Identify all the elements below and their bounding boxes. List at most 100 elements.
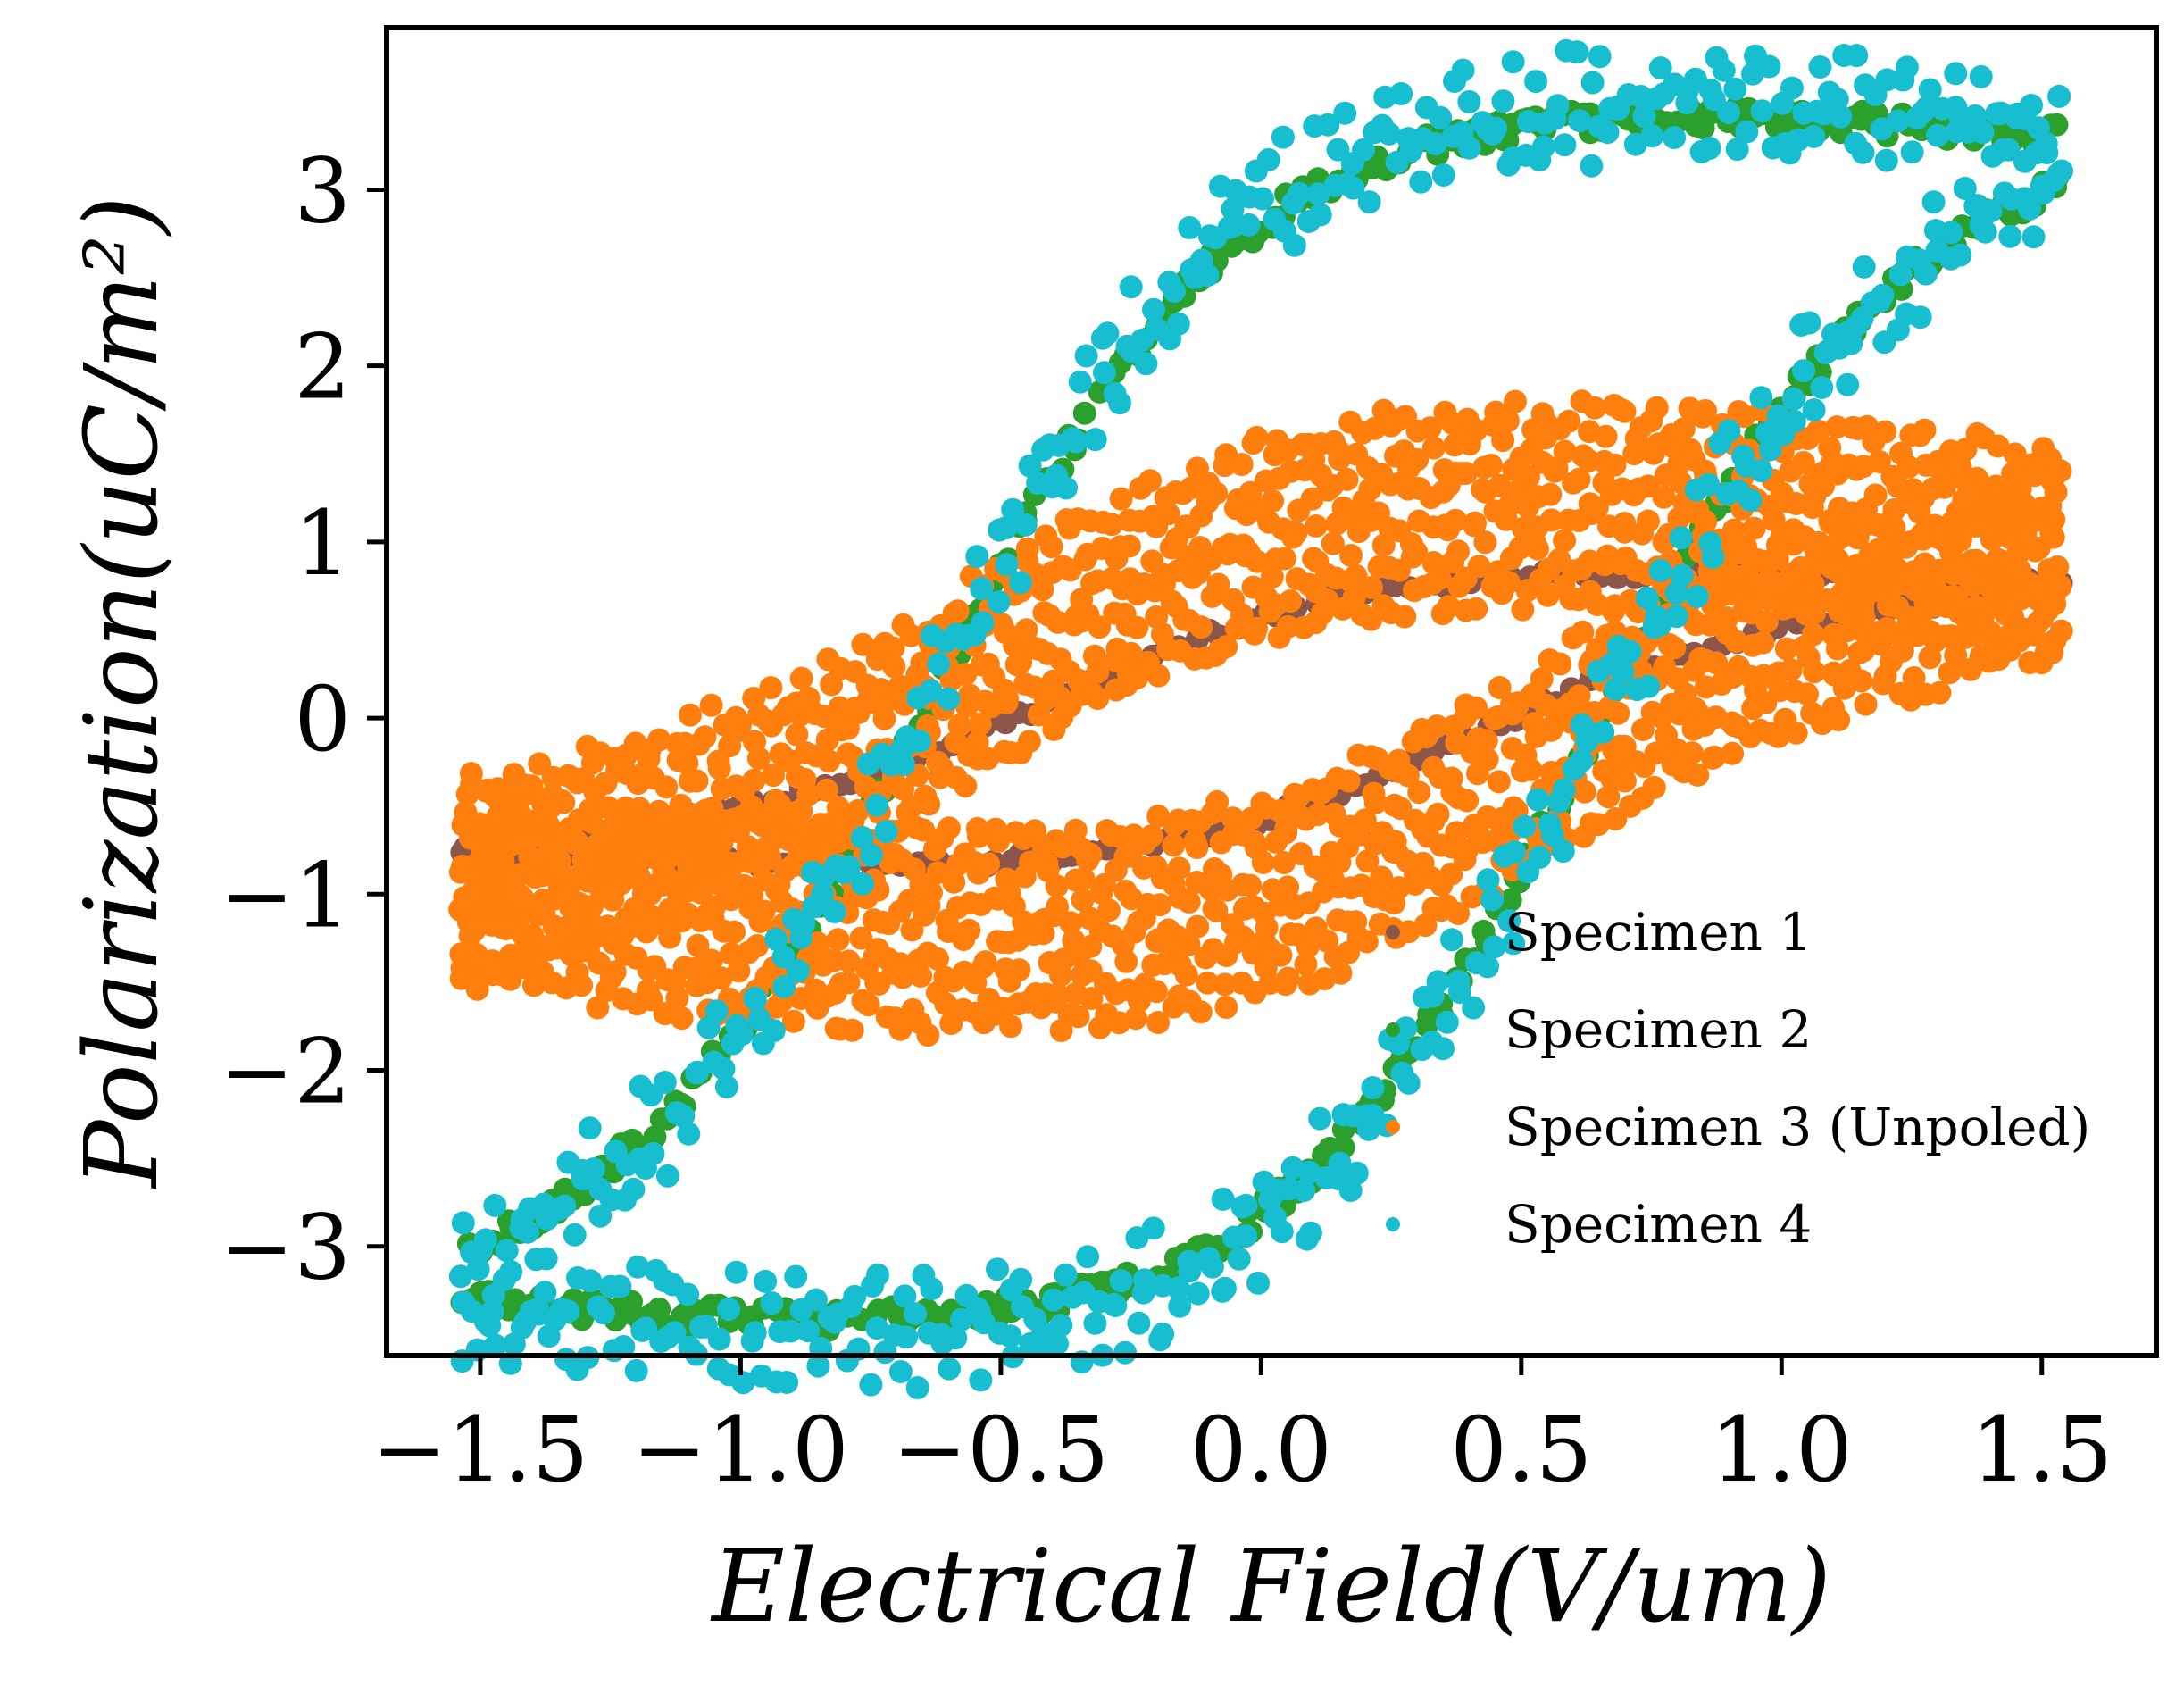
data-point [663, 1321, 687, 1345]
data-point [559, 943, 583, 967]
data-point [1446, 902, 1471, 925]
data-point [1954, 625, 1978, 649]
data-point [775, 1371, 799, 1394]
data-point [784, 1264, 808, 1289]
data-point [1606, 701, 1630, 725]
data-point [685, 1061, 709, 1085]
data-point [1423, 131, 1447, 155]
y-tick-label: 1 [294, 491, 351, 596]
data-point [670, 1006, 694, 1031]
data-point [1717, 419, 1741, 443]
data-point [729, 1022, 754, 1047]
data-point [1451, 58, 1475, 82]
y-axis-label: Polarization(uC/m²) [64, 196, 180, 1189]
data-point [1086, 660, 1110, 684]
x-tick-label: 1.5 [1971, 1398, 2113, 1502]
data-point [1435, 1010, 1459, 1034]
data-point [1480, 888, 1504, 912]
data-point [1109, 487, 1133, 511]
data-point [731, 1371, 755, 1395]
data-point [1134, 352, 1158, 376]
data-point [946, 599, 970, 623]
data-point [707, 1327, 731, 1351]
data-point [999, 1014, 1023, 1039]
data-point [1464, 597, 1488, 621]
data-point [1948, 529, 1972, 552]
data-point [743, 986, 767, 1010]
data-point [624, 1358, 648, 1382]
data-point [1234, 1193, 1258, 1217]
data-point [1792, 359, 1816, 383]
data-point [859, 1373, 883, 1397]
data-point [1227, 1247, 1251, 1271]
data-point [1586, 813, 1610, 837]
data-point [904, 1302, 927, 1326]
data-point [758, 847, 782, 871]
data-point [1196, 971, 1220, 995]
data-point [1288, 181, 1311, 205]
data-point [781, 1009, 805, 1033]
data-point [578, 1116, 602, 1140]
data-point [1205, 481, 1229, 505]
data-point [621, 1177, 646, 1201]
data-point [1394, 1016, 1418, 1040]
data-point [895, 1325, 919, 1349]
data-point [654, 775, 679, 799]
data-point [676, 902, 699, 926]
data-point [1200, 1255, 1224, 1279]
data-point [1030, 578, 1054, 602]
data-point [1652, 485, 1676, 509]
data-point [1341, 176, 1365, 200]
data-point [1304, 514, 1328, 538]
data-point [998, 1324, 1022, 1348]
data-point [811, 882, 835, 906]
data-point [1784, 721, 1808, 745]
data-point [976, 652, 1000, 676]
data-point [449, 966, 473, 990]
data-point [1735, 120, 1759, 144]
data-point [1271, 125, 1295, 149]
data-point [865, 793, 889, 817]
data-point [1902, 666, 1926, 689]
data-point [1268, 799, 1292, 822]
data-point [986, 1257, 1009, 1281]
y-tick-label: 0 [294, 667, 351, 772]
data-point [1339, 544, 1363, 567]
data-point [1205, 789, 1230, 814]
data-point [1953, 469, 1977, 493]
data-point [1948, 243, 1972, 267]
series-3 [448, 389, 2073, 1047]
data-point [1551, 839, 1575, 864]
data-point [1896, 455, 1921, 479]
data-point [1333, 101, 1357, 125]
data-point [520, 774, 544, 798]
data-point [837, 949, 861, 973]
data-point [2022, 463, 2046, 488]
data-point [927, 652, 951, 676]
data-point [1421, 436, 1446, 460]
data-point [917, 792, 941, 816]
y-tick-label: −3 [220, 1196, 351, 1300]
data-point [1337, 769, 1361, 793]
data-point [1246, 1271, 1270, 1295]
data-point [1109, 1269, 1133, 1293]
data-point [1079, 842, 1103, 866]
data-point [1119, 275, 1143, 299]
data-point [1455, 789, 1480, 813]
data-point [1497, 909, 1521, 933]
data-point [1168, 1294, 1192, 1318]
data-point [1808, 55, 1832, 79]
x-tick-label: −0.5 [892, 1398, 1109, 1502]
data-point [796, 686, 821, 710]
data-point [796, 1319, 821, 1343]
data-point [1779, 658, 1803, 682]
data-point [729, 713, 753, 736]
data-point [1476, 868, 1500, 892]
data-point [1487, 770, 1511, 794]
data-point [987, 590, 1011, 614]
data-point [1491, 89, 1515, 113]
data-point [1108, 391, 1131, 415]
data-point [490, 890, 514, 914]
data-point [553, 1194, 577, 1218]
data-point [712, 1056, 736, 1081]
